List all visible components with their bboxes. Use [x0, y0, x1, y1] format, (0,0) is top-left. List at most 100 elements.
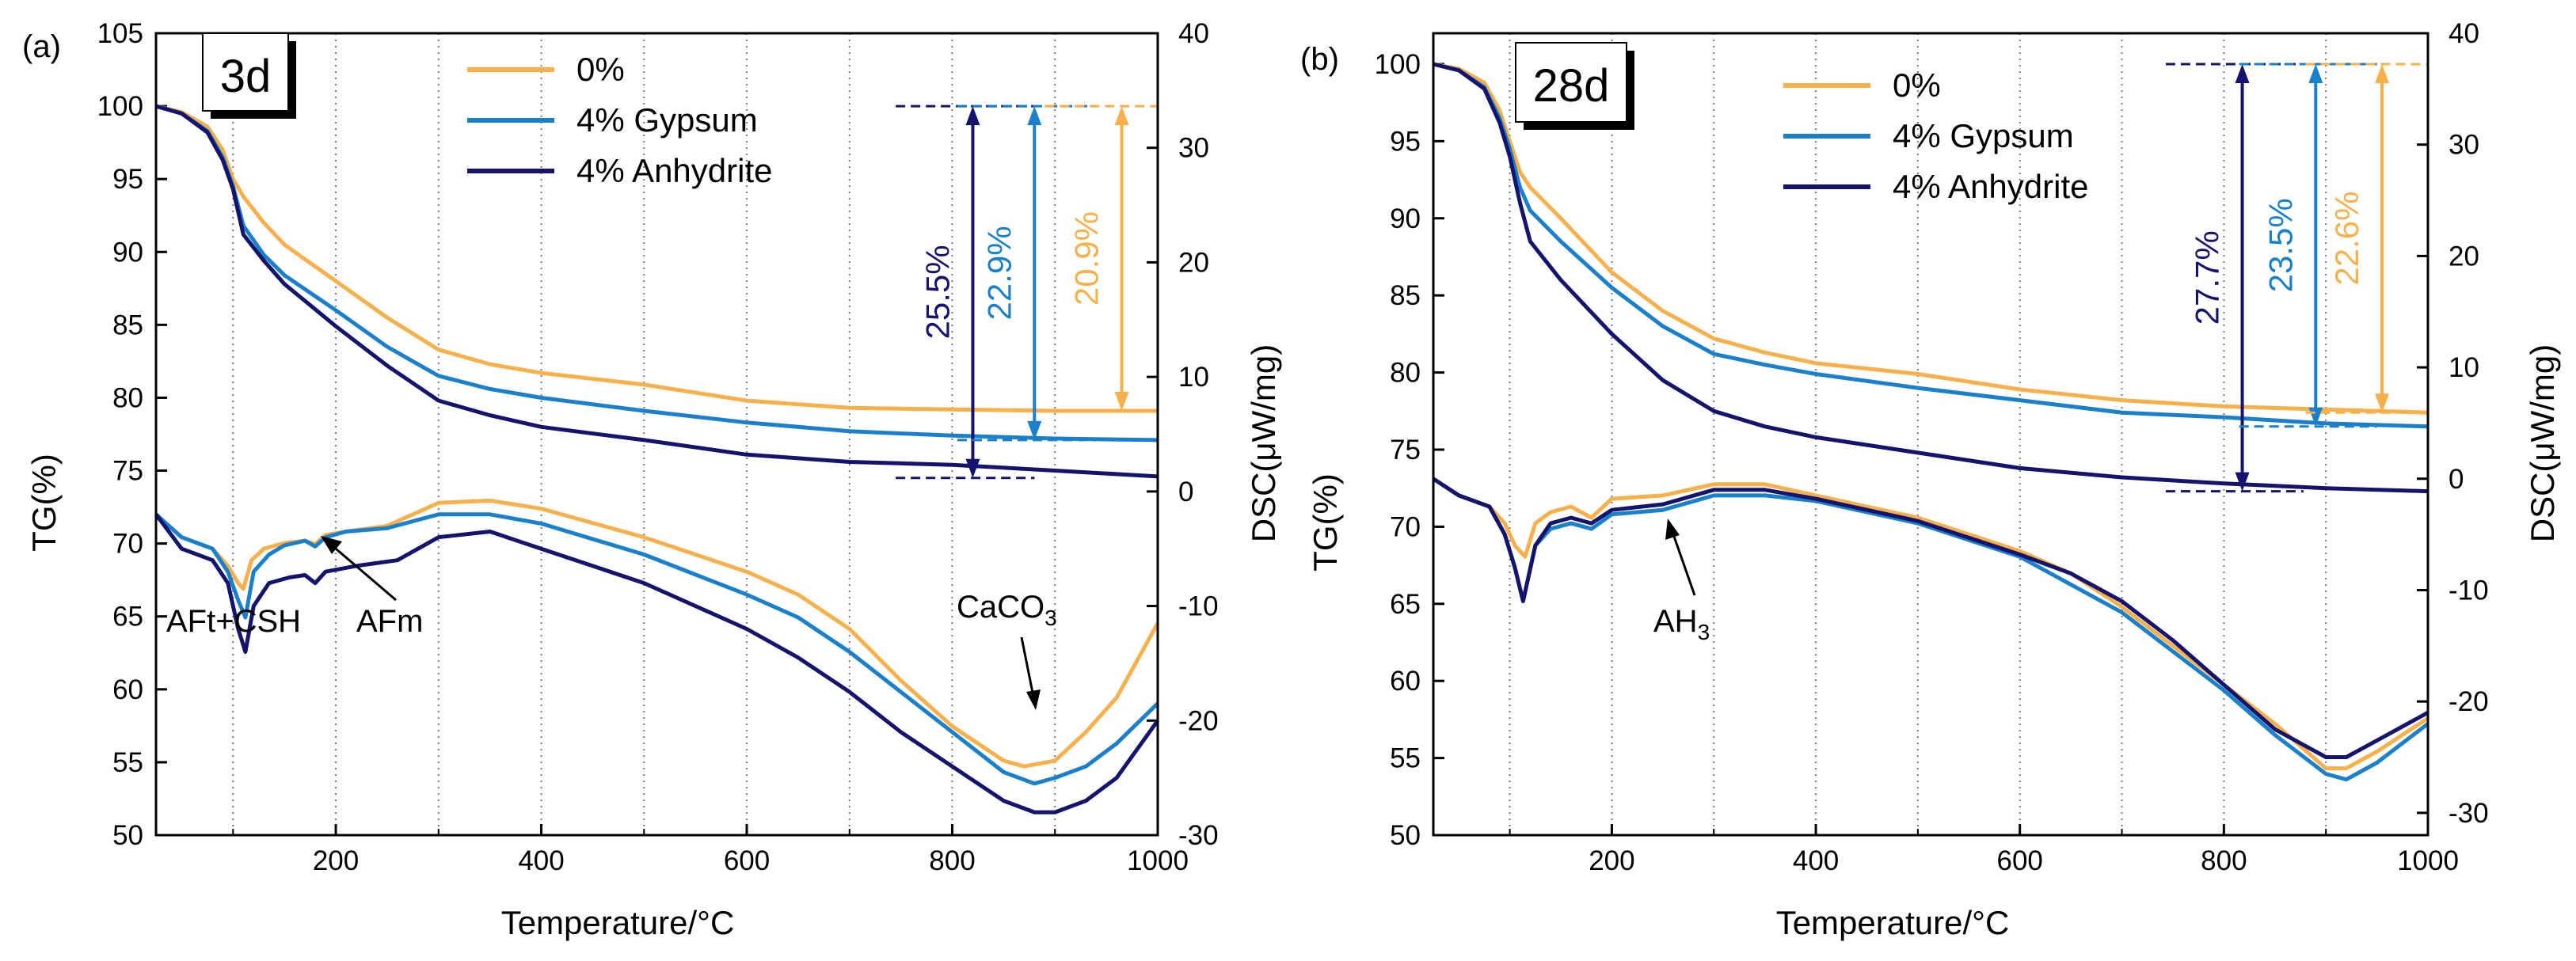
annotation-ah3-sub: 3 — [1698, 620, 1710, 644]
legend-label-2: 4% Anhydrite — [576, 152, 773, 189]
bracket-arrow-up-2 — [2375, 63, 2390, 83]
bracket-label-1: 22.9% — [980, 226, 1018, 320]
y-right-tick-label: -30 — [2449, 798, 2489, 829]
y-left-tick-label: 75 — [112, 456, 143, 487]
dsc-series-2 — [154, 513, 1160, 815]
y-left-tick-label: 105 — [97, 18, 143, 49]
y-left-tick-label: 100 — [1375, 49, 1421, 80]
annotation-caco3-arrowhead — [1026, 689, 1041, 710]
age-box: 3d — [202, 32, 296, 119]
legend-label-1: 4% Gypsum — [576, 101, 758, 139]
y-right-tick-label: 20 — [1178, 247, 1209, 278]
y-right-tick-label: 20 — [2449, 241, 2479, 272]
bracket-label-0: 27.7% — [2189, 230, 2226, 325]
annotation-caco3-sub: 3 — [1044, 606, 1057, 630]
dsc-series-0 — [154, 498, 1160, 769]
bracket-label-1: 23.5% — [2262, 198, 2299, 292]
y-left-tick-label: 65 — [1390, 589, 1421, 620]
panel-label: (b) — [1300, 42, 1339, 77]
panel-b: 200 400 600 800 100050556065707580859095100-… — [1300, 18, 2561, 941]
bracket-arrow-down-2 — [2375, 393, 2390, 413]
age-label: 3d — [220, 51, 272, 102]
annotation-ah3-arrowhead — [1665, 518, 1680, 540]
y-left-tick-label: 55 — [112, 747, 143, 778]
x-tick-label: 1000 — [1127, 845, 1189, 876]
y-left-tick-label: 100 — [97, 91, 143, 122]
bracket-arrow-up-1 — [1027, 106, 1042, 126]
y-left-tick-label: 65 — [112, 602, 143, 632]
x-axis-title: Temperature/°C — [1776, 904, 2010, 941]
annotation-aft-csh: AFt+CSH — [166, 604, 301, 639]
y-left-tick-label: 75 — [1390, 435, 1421, 465]
y-left-tick-label: 85 — [1390, 280, 1421, 311]
y-right-tick-label: 0 — [1178, 477, 1193, 507]
y-right-tick-label: 40 — [1178, 18, 1209, 49]
y-left-tick-label: 70 — [1390, 511, 1421, 542]
y-left-tick-label: 55 — [1390, 743, 1421, 774]
y-left-tick-label: 85 — [112, 310, 143, 340]
y-right-tick-label: -10 — [2449, 575, 2489, 606]
annotation-ah3: AH3 — [1653, 518, 1710, 644]
x-tick-label: 400 — [1793, 845, 1839, 876]
legend-label-1: 4% Gypsum — [1893, 117, 2074, 154]
legend: 0% 4% Gypsum 4% Anhydrite — [467, 51, 773, 189]
x-tick-label: 400 — [518, 845, 564, 876]
y-right-tick-label: -20 — [2449, 686, 2489, 717]
age-label: 28d — [1533, 60, 1610, 112]
age-box: 28d — [1515, 42, 1634, 130]
annotation-caco3: CaCO3 — [957, 590, 1057, 710]
y-left-tick-label: 60 — [112, 674, 143, 705]
plot-frame — [154, 32, 1159, 837]
x-tick-label: 800 — [2201, 845, 2247, 876]
y-right-tick-label: 30 — [2449, 130, 2479, 161]
x-tick-label: 600 — [724, 845, 770, 876]
y-right-tick-label: -20 — [1178, 705, 1219, 736]
legend-label-2: 4% Anhydrite — [1893, 168, 2089, 205]
y-axis-right-title: DSC(μW/mg) — [2524, 344, 2561, 543]
x-tick-label: 200 — [313, 845, 359, 876]
bracket-arrow-down-0 — [2235, 472, 2250, 492]
x-axis-title: Temperature/°C — [501, 904, 735, 941]
bracket-arrow-up-1 — [2308, 63, 2323, 83]
plot-frame — [1432, 32, 2430, 837]
panel-a: 200 400 600 800 1000505560657075808590951001… — [22, 18, 1282, 941]
y-axis-left-title: TG(%) — [1307, 473, 1344, 572]
dsc-series-0 — [1432, 477, 2430, 771]
bracket-label-2: 22.6% — [2328, 192, 2365, 286]
x-tick-label: 800 — [929, 845, 975, 876]
bracket-arrow-down-2 — [1114, 392, 1129, 412]
annotation-ah3-main: AH — [1653, 604, 1698, 639]
y-left-tick-label: 95 — [1390, 126, 1421, 157]
bracket-arrow-up-0 — [965, 106, 980, 126]
panel-label: (a) — [22, 29, 61, 64]
y-right-tick-label: 10 — [2449, 352, 2479, 383]
x-tick-label: 1000 — [2397, 845, 2459, 876]
annotation-ah3-label: AH3 — [1653, 604, 1710, 644]
bracket-label-2: 20.9% — [1068, 211, 1105, 306]
bracket-arrow-down-1 — [1027, 420, 1042, 440]
y-left-tick-label: 80 — [1390, 358, 1421, 389]
annotation-afm: AFm — [321, 536, 423, 639]
y-left-tick-label: 90 — [1390, 203, 1421, 234]
y-left-tick-label: 70 — [112, 529, 143, 560]
dsc-series-1 — [154, 512, 1159, 786]
annotation-afm-label: AFm — [356, 604, 423, 639]
tg-series-2 — [155, 104, 1159, 479]
annotation-aft-csh-label: AFt+CSH — [166, 604, 301, 639]
tg-series-0 — [155, 104, 1158, 413]
y-right-tick-label: 0 — [2449, 464, 2464, 495]
x-tick-label: 600 — [1997, 845, 2043, 876]
legend-label-0: 0% — [1893, 66, 1941, 104]
tg-series-2 — [1433, 62, 2429, 494]
y-left-tick-label: 50 — [1390, 820, 1421, 851]
x-tick-label: 200 — [1589, 845, 1634, 876]
bracket-label-0: 25.5% — [919, 245, 956, 339]
y-left-tick-label: 50 — [112, 820, 143, 851]
y-axis-right-title: DSC(μW/mg) — [1245, 344, 1282, 543]
y-left-tick-label: 90 — [112, 237, 143, 268]
bracket-arrow-down-0 — [965, 458, 980, 478]
y-left-tick-label: 95 — [112, 164, 143, 195]
annotation-afm-arrowhead — [321, 536, 342, 554]
bracket-arrow-up-0 — [2235, 63, 2250, 83]
